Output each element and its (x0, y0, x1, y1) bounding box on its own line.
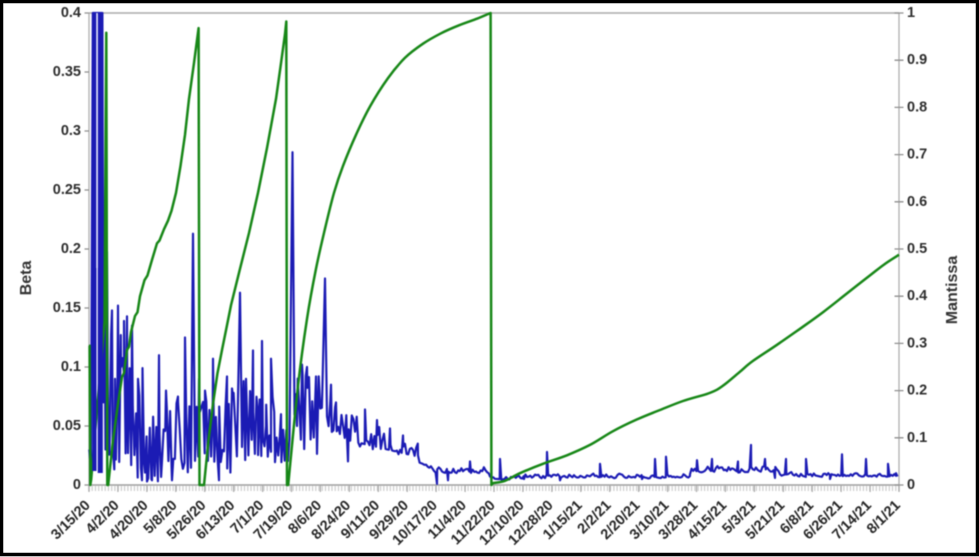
svg-text:0.05: 0.05 (53, 418, 81, 434)
svg-text:0: 0 (73, 477, 81, 493)
svg-text:0: 0 (907, 477, 915, 493)
svg-text:0.5: 0.5 (907, 241, 927, 257)
svg-text:0.2: 0.2 (907, 383, 927, 399)
svg-text:0.3: 0.3 (907, 335, 927, 351)
svg-text:0.8: 0.8 (907, 99, 927, 115)
svg-text:0.15: 0.15 (53, 300, 81, 316)
svg-text:1: 1 (907, 5, 915, 21)
svg-text:0.9: 0.9 (907, 52, 927, 68)
svg-text:0.6: 0.6 (907, 194, 927, 210)
svg-text:0.7: 0.7 (907, 147, 927, 163)
svg-text:Beta: Beta (18, 261, 35, 296)
svg-text:0.35: 0.35 (53, 64, 81, 80)
svg-text:0.1: 0.1 (61, 359, 81, 375)
svg-text:0.25: 0.25 (53, 182, 81, 198)
svg-text:0.2: 0.2 (61, 241, 81, 257)
svg-text:0.3: 0.3 (61, 123, 81, 139)
svg-text:0.4: 0.4 (907, 288, 927, 304)
svg-text:0.4: 0.4 (61, 5, 81, 21)
svg-text:Mantissa: Mantissa (944, 256, 961, 325)
svg-text:0.1: 0.1 (907, 430, 927, 446)
